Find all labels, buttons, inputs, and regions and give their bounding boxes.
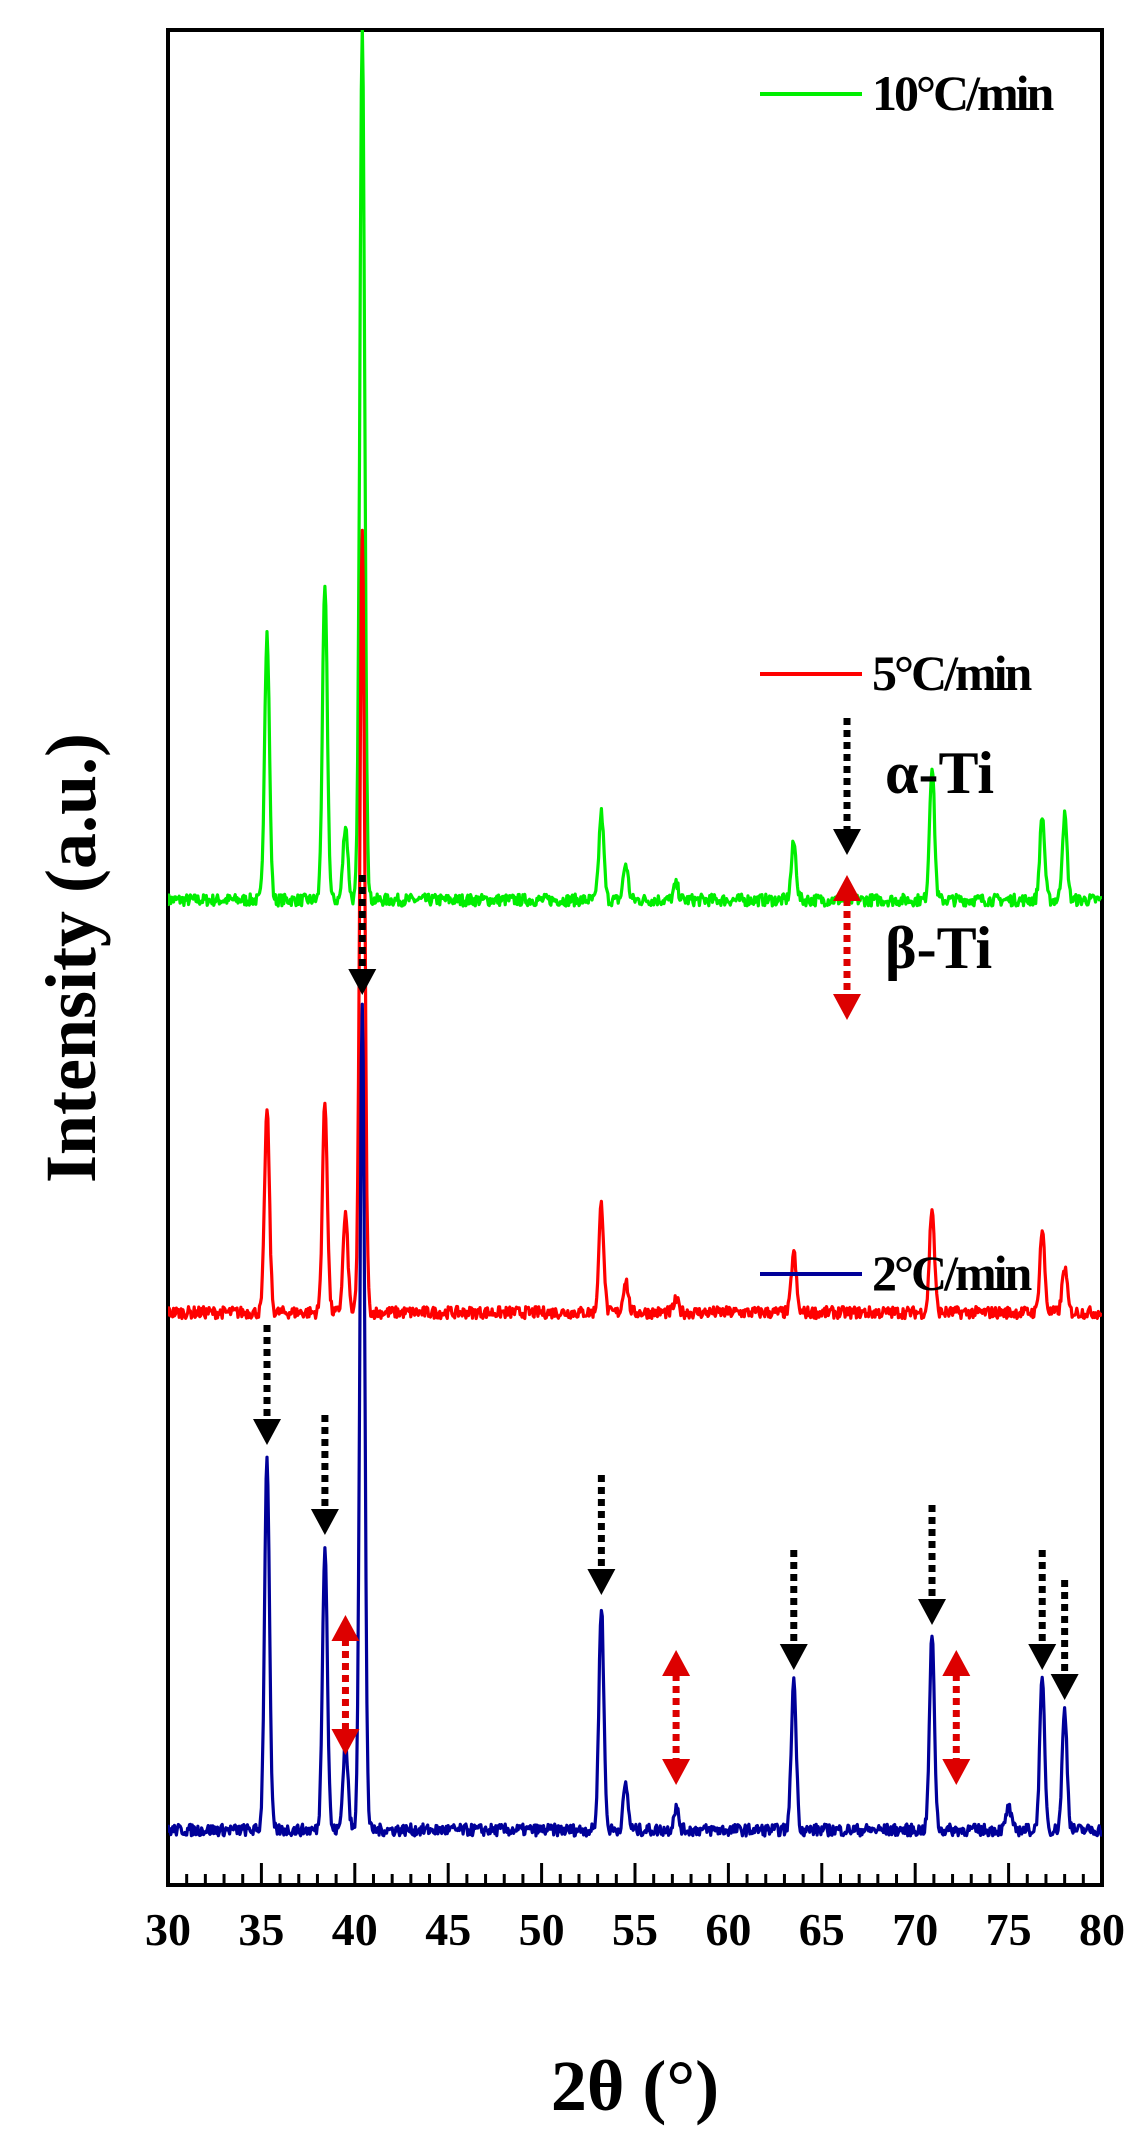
annotation-layer [253, 875, 1079, 1785]
x-tick-label: 70 [892, 1904, 938, 1955]
series-line-2 [168, 1002, 1102, 1838]
x-axis-label: 2θ (°) [551, 2046, 719, 2126]
x-tick-label: 50 [519, 1904, 565, 1955]
series-layer [168, 30, 1102, 1838]
alpha-ti-marker-4 [779, 1550, 808, 1670]
alpha-ti-marker-0 [253, 1325, 282, 1445]
phase-legend-alpha-label: α-Ti [885, 740, 994, 806]
x-tick-label: 55 [612, 1904, 658, 1955]
legend-item: 2°C/min [760, 1245, 1036, 1301]
series-line-1 [168, 528, 1102, 1321]
legend-item: 5°C/min [760, 645, 1036, 701]
alpha-ti-marker-5 [918, 1505, 947, 1625]
beta-ti-marker-1 [662, 1650, 691, 1785]
phase-legend-beta-marker [833, 875, 861, 1020]
alpha-ti-marker-6 [1028, 1550, 1057, 1670]
phase-legend-alpha-marker [833, 718, 861, 855]
x-tick-label: 65 [799, 1904, 845, 1955]
series-line-0 [168, 30, 1102, 908]
beta-ti-marker-2 [942, 1650, 971, 1785]
x-tick-label: 45 [425, 1904, 471, 1955]
x-tick-label: 60 [705, 1904, 751, 1955]
alpha-ti-marker-7 [1050, 1580, 1079, 1700]
phase-legend: α-Ti β-Ti [833, 718, 994, 1020]
phase-legend-beta-label: β-Ti [885, 915, 992, 981]
alpha-ti-marker-1 [310, 1415, 339, 1535]
alpha-ti-marker-2 [348, 875, 377, 995]
legend: 10°C/min 5°C/min 2°C/min α-Ti β-Ti [760, 65, 1058, 1301]
x-tick-label: 40 [332, 1904, 378, 1955]
legend-item: 10°C/min [760, 65, 1058, 121]
legend-label: 10°C/min [872, 65, 1055, 121]
x-tick-label: 30 [145, 1904, 191, 1955]
x-tick-label: 80 [1079, 1904, 1125, 1955]
y-axis-label: Intensity (a.u.) [31, 733, 111, 1183]
alpha-ti-marker-3 [587, 1475, 616, 1595]
beta-ti-marker-0 [331, 1615, 360, 1755]
x-tick-label: 75 [986, 1904, 1032, 1955]
x-axis: 30 35 40 45 50 55 60 65 70 75 80 [145, 1863, 1125, 1955]
x-tick-label: 35 [238, 1904, 284, 1955]
legend-label: 2°C/min [872, 1245, 1033, 1301]
legend-label: 5°C/min [872, 645, 1033, 701]
